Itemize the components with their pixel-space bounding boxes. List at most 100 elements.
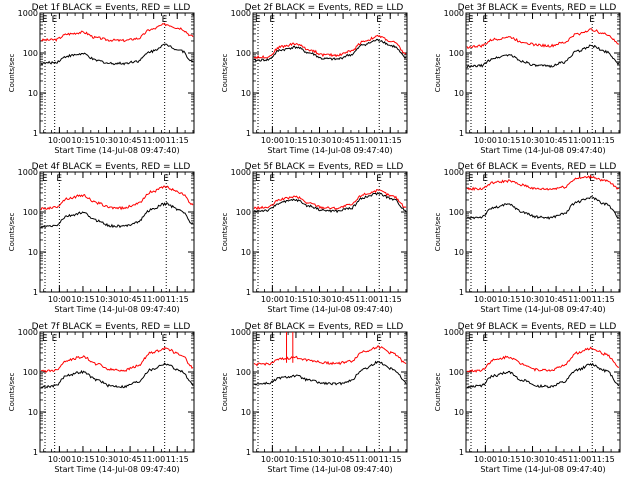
x-tick-label: 11:15 (379, 295, 402, 304)
x-tick-label: 11:15 (592, 295, 615, 304)
chart-panel-8: Det 8f BLACK = Events, RED = LLD 1 10 100 10… (221, 322, 408, 474)
y-tick-label: 100 (23, 208, 38, 217)
x-axis-label: Start Time (14-Jul-08 09:47:40) (480, 146, 605, 155)
event-marker-label: E (162, 15, 168, 25)
events-series-line (253, 360, 407, 386)
x-tick-label: 10:15 (284, 295, 307, 304)
lld-series-line (40, 185, 194, 211)
x-tick-label: 11:00 (142, 295, 165, 304)
y-axis-label: Counts/sec (221, 213, 229, 252)
x-tick-label: 11:00 (568, 455, 591, 464)
y-tick-label: 10 (28, 408, 38, 417)
start-marker-label: E (468, 15, 474, 25)
event-marker-label: E (376, 15, 382, 25)
y-tick-label: 10 (241, 408, 251, 417)
x-tick-label: 10:00 (261, 455, 284, 464)
x-tick-label: 10:45 (332, 455, 355, 464)
x-tick-label: 10:45 (119, 295, 142, 304)
event-marker-label: E (482, 174, 488, 184)
y-tick-label: 100 (449, 368, 464, 377)
lld-series-line (466, 174, 620, 192)
x-tick-label: 10:15 (71, 136, 94, 145)
y-tick-label: 1 (246, 288, 251, 297)
x-tick-label: 10:30 (95, 136, 118, 145)
x-axis-label: Start Time (14-Jul-08 09:47:40) (54, 146, 179, 155)
y-tick-label: 100 (236, 208, 251, 217)
y-tick-label: 10 (454, 248, 464, 257)
chart-panel-9: Det 9f BLACK = Events, RED = LLD 1 10 100 10… (434, 322, 621, 474)
y-axis-label: Counts/sec (221, 373, 229, 412)
event-marker-label: E (162, 334, 168, 344)
y-tick-label: 1000 (444, 9, 464, 18)
chart-title: Det 3f BLACK = Events, RED = LLD (458, 3, 617, 13)
start-marker-label: E (255, 15, 261, 25)
x-tick-label: 11:15 (379, 455, 402, 464)
x-tick-label: 10:15 (284, 136, 307, 145)
plot-frame (252, 12, 408, 134)
lld-series-line (466, 346, 619, 373)
x-tick-label: 10:30 (308, 136, 331, 145)
x-tick-label: 10:00 (48, 455, 71, 464)
x-tick-label: 10:30 (521, 295, 544, 304)
y-axis-label: Counts/sec (8, 213, 16, 252)
events-series-line (40, 202, 194, 229)
chart-title: Det 7f BLACK = Events, RED = LLD (32, 322, 191, 332)
event-marker-label: E (56, 174, 62, 184)
y-tick-label: 100 (449, 49, 464, 58)
y-tick-label: 1 (459, 448, 464, 457)
y-tick-label: 100 (449, 208, 464, 217)
y-tick-label: 1000 (231, 168, 251, 177)
chart-title: Det 1f BLACK = Events, RED = LLD (32, 3, 191, 13)
chart-title: Det 8f BLACK = Events, RED = LLD (245, 322, 404, 332)
y-tick-label: 1000 (231, 328, 251, 337)
chart-panel-2: Det 2f BLACK = Events, RED = LLD 1 10 100 10… (221, 3, 408, 155)
x-tick-label: 11:15 (592, 455, 615, 464)
event-marker-label: E (269, 334, 275, 344)
y-axis-label: Counts/sec (8, 373, 16, 412)
y-tick-label: 100 (236, 368, 251, 377)
events-series-line (40, 43, 194, 66)
y-tick-label: 10 (454, 408, 464, 417)
x-tick-label: 10:30 (521, 455, 544, 464)
x-axis-label: Start Time (14-Jul-08 09:47:40) (54, 305, 179, 314)
x-tick-label: 11:15 (166, 455, 189, 464)
y-tick-label: 1 (246, 129, 251, 138)
plot-frame (39, 171, 195, 293)
x-tick-label: 11:00 (568, 136, 591, 145)
start-marker-label: E (255, 334, 261, 344)
x-tick-label: 10:30 (308, 455, 331, 464)
events-series-line (253, 38, 407, 63)
y-tick-label: 100 (236, 49, 251, 58)
y-axis-label: Counts/sec (434, 54, 442, 93)
y-tick-label: 1000 (18, 328, 38, 337)
events-series-line (466, 196, 620, 220)
chart-title: Det 4f BLACK = Events, RED = LLD (32, 162, 191, 172)
event-marker-label: E (52, 334, 58, 344)
events-series-line (466, 362, 620, 389)
x-tick-label: 10:00 (474, 455, 497, 464)
x-tick-label: 10:00 (474, 295, 497, 304)
y-tick-label: 10 (454, 89, 464, 98)
lld-series-line (466, 28, 620, 50)
chart-panel-3: Det 3f BLACK = Events, RED = LLD 1 10 100 10… (434, 3, 621, 155)
y-tick-label: 10 (28, 248, 38, 257)
event-marker-label: E (163, 174, 169, 184)
x-axis-label: Start Time (14-Jul-08 09:47:40) (480, 305, 605, 314)
start-marker-label: E (255, 174, 261, 184)
x-tick-label: 11:00 (355, 295, 378, 304)
x-tick-label: 11:15 (592, 136, 615, 145)
y-tick-label: 1000 (444, 168, 464, 177)
x-tick-label: 10:45 (332, 295, 355, 304)
plot-frame (465, 331, 621, 453)
y-tick-label: 1 (33, 129, 38, 138)
x-tick-label: 10:00 (48, 136, 71, 145)
y-tick-label: 1 (33, 448, 38, 457)
y-tick-label: 1 (459, 129, 464, 138)
x-tick-label: 10:45 (119, 136, 142, 145)
event-marker-label: E (376, 334, 382, 344)
x-tick-label: 11:00 (142, 136, 165, 145)
x-axis-label: Start Time (14-Jul-08 09:47:40) (54, 465, 179, 474)
y-tick-label: 1000 (18, 9, 38, 18)
lld-series-line (253, 34, 407, 60)
